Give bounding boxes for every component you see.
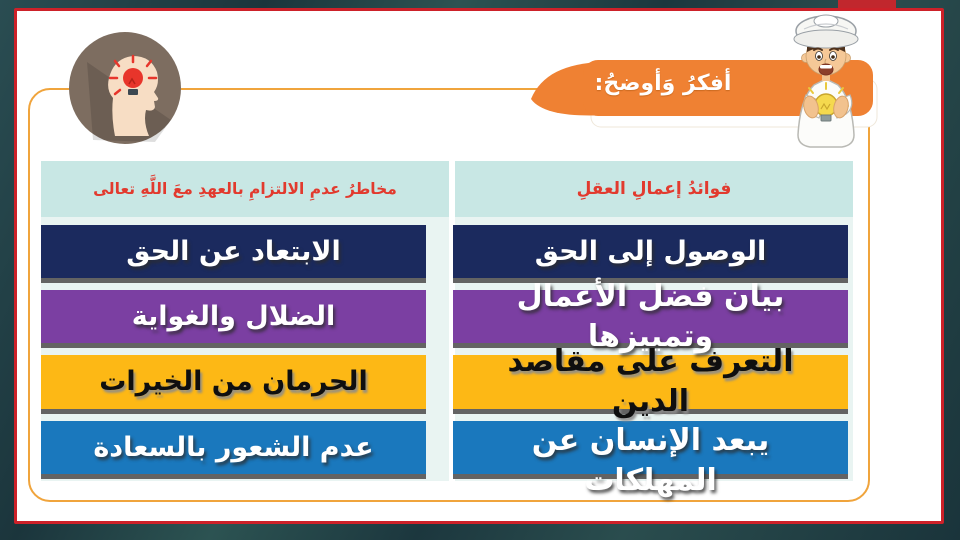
dangers-column: مخاطرُ عدمِ الالتزامِ بالعهدِ معَ اللَّه… (41, 161, 449, 481)
comparison-table: فوائدُ إعمالِ العقلِ الوصول إلى الحق بيا… (41, 161, 853, 498)
benefits-row-2: بيان فضل الأعمال وتمييزها (453, 279, 848, 354)
benefits-row-3-text: التعرف على مقاصد الدين (507, 344, 794, 419)
dangers-header: مخاطرُ عدمِ الالتزامِ بالعهدِ معَ اللَّه… (41, 161, 449, 217)
dangers-row-1: الابتعاد عن الحق (41, 225, 426, 278)
dangers-row-1-text: الابتعاد عن الحق (126, 235, 341, 267)
dangers-row-4-text: عدم الشعور بالسعادة (93, 431, 374, 463)
boy-holding-lightbulb-illustration (766, 11, 890, 149)
benefits-column: فوائدُ إعمالِ العقلِ الوصول إلى الحق بيا… (453, 161, 853, 498)
thinking-head-lightbulb-icon (69, 32, 181, 144)
dangers-row-3-text: الحرمان من الخيرات (99, 366, 368, 398)
dangers-row-2: الضلال والغواية (41, 290, 426, 343)
benefits-row-4-text: يبعد الإنسان عن المهلكات (531, 423, 770, 498)
benefits-row-3: التعرف على مقاصد الدين (453, 344, 848, 419)
benefits-header: فوائدُ إعمالِ العقلِ (455, 161, 853, 217)
dangers-row-4: عدم الشعور بالسعادة (41, 421, 426, 474)
top-red-notch (838, 0, 896, 11)
banner-ribbon (525, 55, 879, 137)
banner-title: أفكرُ وَأوضحُ: (594, 71, 732, 96)
slide-card: أفكرُ وَأوضحُ: (14, 8, 944, 524)
benefits-row-4: يبعد الإنسان عن المهلكات (453, 421, 848, 498)
benefits-row-2-text: بيان فضل الأعمال وتمييزها (516, 278, 785, 354)
benefits-row-1: الوصول إلى الحق (453, 225, 848, 278)
dangers-row-2-text: الضلال والغواية (131, 300, 336, 332)
benefits-row-1-text: الوصول إلى الحق (534, 235, 767, 267)
table-frame-border (28, 88, 870, 502)
dangers-row-3: الحرمان من الخيرات (41, 355, 426, 409)
